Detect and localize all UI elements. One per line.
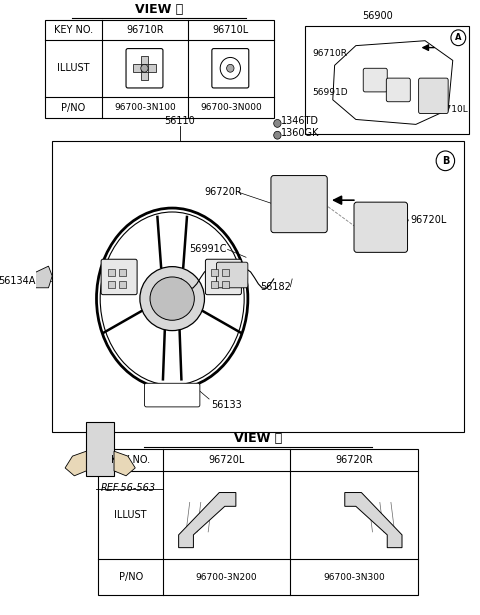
FancyBboxPatch shape [126, 49, 163, 88]
Polygon shape [32, 266, 52, 288]
FancyBboxPatch shape [419, 78, 448, 114]
Bar [141, 57, 148, 65]
Ellipse shape [140, 267, 204, 331]
Text: 96700-3N300: 96700-3N300 [323, 573, 385, 582]
Text: 1346TD: 1346TD [281, 116, 319, 127]
Text: KEY NO.: KEY NO. [54, 25, 93, 35]
Text: 56134A: 56134A [0, 276, 36, 286]
Bar [211, 281, 218, 288]
Bar [141, 72, 148, 80]
Polygon shape [179, 493, 236, 548]
Bar [305, 26, 469, 134]
Text: 96710L: 96710L [213, 25, 249, 35]
FancyBboxPatch shape [212, 49, 249, 88]
Circle shape [274, 131, 281, 139]
Text: 96700-3N200: 96700-3N200 [196, 573, 257, 582]
Text: 56110: 56110 [164, 116, 195, 127]
Text: 96710R: 96710R [312, 49, 348, 58]
FancyBboxPatch shape [205, 260, 241, 295]
Text: ILLUST: ILLUST [57, 63, 90, 73]
Text: KEY NO.: KEY NO. [111, 455, 150, 465]
Bar [52, 141, 464, 432]
Text: 56991D: 56991D [312, 89, 348, 97]
Bar [133, 65, 141, 72]
Bar [108, 281, 115, 288]
Text: 96720R: 96720R [204, 188, 242, 197]
Text: 96700-3N000: 96700-3N000 [200, 103, 262, 112]
FancyBboxPatch shape [216, 262, 248, 288]
Text: 56991C: 56991C [189, 244, 226, 255]
Text: 96720L: 96720L [410, 215, 447, 225]
Text: 56900: 56900 [362, 11, 394, 21]
Text: 96720R: 96720R [335, 455, 373, 465]
Text: 56182: 56182 [260, 282, 291, 292]
Text: ILLUST: ILLUST [114, 510, 147, 520]
Bar [148, 65, 156, 72]
Bar [119, 269, 126, 276]
Bar [86, 422, 114, 476]
FancyBboxPatch shape [354, 202, 408, 252]
FancyBboxPatch shape [101, 260, 137, 295]
Bar [222, 269, 229, 276]
Text: VIEW Ⓑ: VIEW Ⓑ [234, 432, 282, 445]
Circle shape [274, 119, 281, 127]
Polygon shape [345, 493, 402, 548]
Circle shape [227, 65, 234, 72]
Bar [98, 449, 418, 595]
FancyBboxPatch shape [271, 175, 327, 232]
Bar [211, 269, 218, 276]
Text: REF.56-563: REF.56-563 [100, 483, 156, 493]
Text: 56133: 56133 [211, 400, 242, 410]
FancyBboxPatch shape [363, 68, 387, 92]
Text: 96710L: 96710L [434, 105, 468, 114]
Text: 96710R: 96710R [126, 25, 164, 35]
Text: P/NO: P/NO [61, 103, 85, 113]
Ellipse shape [150, 277, 194, 320]
Text: 96720L: 96720L [208, 455, 245, 465]
Text: 96700-3N100: 96700-3N100 [114, 103, 176, 112]
FancyBboxPatch shape [144, 383, 200, 407]
Polygon shape [65, 451, 86, 476]
Text: VIEW Ⓐ: VIEW Ⓐ [135, 3, 183, 16]
Text: B: B [442, 156, 449, 166]
FancyBboxPatch shape [386, 78, 410, 101]
Bar [222, 281, 229, 288]
Text: A: A [455, 33, 462, 42]
Polygon shape [114, 451, 135, 476]
Bar [108, 269, 115, 276]
Text: 1360GK: 1360GK [281, 129, 320, 138]
Bar [119, 281, 126, 288]
Circle shape [141, 65, 148, 72]
Bar [45, 20, 274, 119]
Text: P/NO: P/NO [119, 572, 143, 582]
